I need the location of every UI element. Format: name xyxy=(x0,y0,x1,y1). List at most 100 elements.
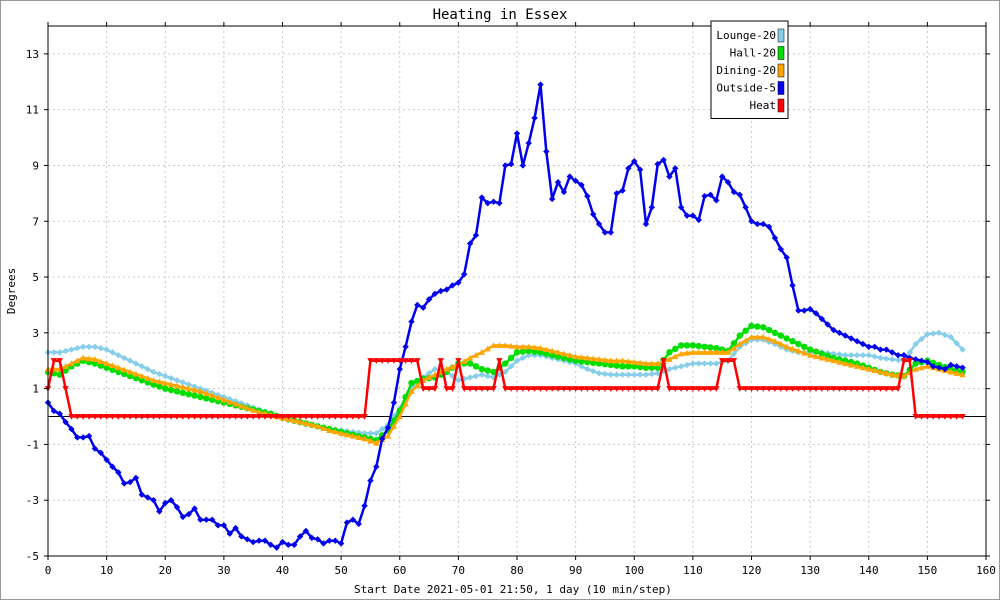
data-point xyxy=(79,343,87,350)
data-point xyxy=(548,195,556,203)
data-point xyxy=(672,353,679,360)
y-tick-label: 11 xyxy=(26,104,39,117)
series-line-outside-5 xyxy=(46,83,963,549)
data-point xyxy=(806,351,814,358)
data-point xyxy=(355,413,362,420)
data-point xyxy=(713,360,720,367)
data-point xyxy=(238,533,245,540)
data-point xyxy=(689,342,697,349)
y-tick-label: -3 xyxy=(26,494,39,507)
data-point xyxy=(736,332,743,339)
data-point xyxy=(109,413,116,420)
data-point xyxy=(109,349,116,356)
data-point xyxy=(953,340,960,347)
data-point xyxy=(425,370,433,377)
data-point xyxy=(513,349,521,356)
data-point xyxy=(91,356,99,362)
data-point xyxy=(883,346,890,353)
data-point xyxy=(748,386,755,392)
data-point xyxy=(865,351,872,359)
data-point xyxy=(590,211,597,218)
data-point xyxy=(818,350,826,357)
data-point xyxy=(367,477,374,484)
data-point xyxy=(121,366,128,373)
data-point xyxy=(355,434,362,441)
data-point xyxy=(871,353,878,360)
data-point xyxy=(490,198,497,205)
series-group xyxy=(44,81,966,551)
data-point xyxy=(103,413,110,420)
data-point xyxy=(677,350,685,357)
data-point xyxy=(378,435,386,443)
data-point xyxy=(144,494,151,501)
data-point xyxy=(730,358,738,364)
data-point xyxy=(302,420,310,427)
data-point xyxy=(777,340,785,347)
x-tick-label: 110 xyxy=(683,564,703,577)
data-point xyxy=(226,530,233,537)
data-point xyxy=(173,388,181,395)
data-point xyxy=(85,432,93,440)
x-tick-label: 80 xyxy=(510,564,523,577)
data-point xyxy=(496,342,503,348)
data-point xyxy=(150,497,157,504)
data-point xyxy=(91,343,99,350)
data-point xyxy=(818,315,826,323)
data-point xyxy=(443,386,450,392)
data-point xyxy=(455,358,462,364)
data-point xyxy=(425,386,433,392)
data-point xyxy=(566,356,573,363)
data-point xyxy=(748,218,755,225)
data-point xyxy=(62,386,69,392)
data-point xyxy=(232,524,239,532)
data-point xyxy=(842,360,849,367)
data-point xyxy=(162,499,169,507)
data-point xyxy=(320,540,327,547)
data-point xyxy=(525,139,532,147)
data-point xyxy=(677,386,685,392)
data-point xyxy=(525,386,532,392)
data-point xyxy=(167,497,175,504)
data-point xyxy=(689,360,697,367)
data-point xyxy=(173,382,181,389)
data-point xyxy=(314,423,321,429)
data-point xyxy=(771,234,779,242)
data-point xyxy=(900,351,908,359)
data-point xyxy=(701,192,708,200)
data-point xyxy=(472,232,480,239)
data-point xyxy=(636,166,644,173)
data-point xyxy=(701,386,708,392)
data-point xyxy=(554,349,562,355)
data-point xyxy=(478,386,486,392)
data-point xyxy=(789,338,796,345)
x-tick-label: 100 xyxy=(624,564,644,577)
data-point xyxy=(167,413,175,420)
data-point xyxy=(894,351,902,359)
data-point xyxy=(883,386,890,392)
data-point xyxy=(590,386,597,392)
data-point xyxy=(126,357,134,364)
data-point xyxy=(718,349,726,355)
data-point xyxy=(871,386,878,392)
data-point xyxy=(337,430,345,436)
data-point xyxy=(677,363,685,370)
data-point xyxy=(431,386,439,392)
data-point xyxy=(689,386,697,392)
data-point xyxy=(162,379,169,386)
data-point xyxy=(502,162,509,169)
data-point xyxy=(701,349,708,355)
data-point xyxy=(208,396,216,403)
data-point xyxy=(308,421,316,428)
data-point xyxy=(408,358,415,364)
data-point xyxy=(85,355,93,362)
data-point xyxy=(144,374,151,381)
data-point xyxy=(537,386,544,392)
data-point xyxy=(502,360,509,367)
data-point xyxy=(531,344,538,351)
x-tick-label: 20 xyxy=(159,564,172,577)
data-point xyxy=(507,354,515,362)
data-point xyxy=(378,358,386,364)
data-point xyxy=(226,413,233,420)
data-point xyxy=(167,381,175,388)
data-point xyxy=(466,374,474,381)
